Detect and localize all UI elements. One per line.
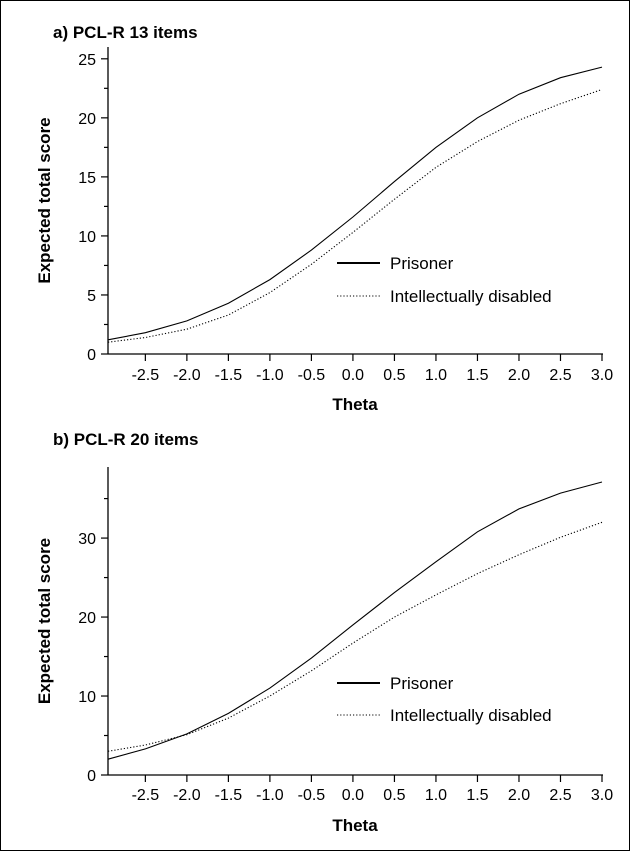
x-tick-label: 2.0 (508, 367, 530, 384)
chart-title: b) PCL-R 20 items (53, 430, 198, 449)
x-tick-label: 0.0 (342, 787, 364, 804)
x-tick-label: 0.5 (383, 367, 405, 384)
x-tick-label: 1.0 (425, 367, 447, 384)
x-tick-label: -0.5 (298, 787, 326, 804)
x-tick-label: 1.0 (425, 787, 447, 804)
x-tick-label: 3.0 (591, 787, 613, 804)
x-tick-label: 1.5 (466, 367, 488, 384)
legend: Prisoner Intellectually disabled (337, 254, 552, 306)
x-tick-label: 3.0 (591, 367, 613, 384)
x-tick-label: -1.0 (256, 367, 284, 384)
series-line-intellectually-disabled (107, 521, 603, 752)
y-tick-label: 20 (78, 111, 96, 128)
x-tick-label: -1.5 (215, 787, 243, 804)
y-tick-label: 5 (87, 288, 96, 305)
y-tick-label: 0 (87, 347, 96, 364)
x-tick-label: 2.5 (549, 787, 571, 804)
y-tick-label: 15 (78, 170, 96, 187)
x-tick-label: -1.0 (256, 787, 284, 804)
y-axis-label: Expected total score (35, 117, 54, 283)
series-line-intellectually-disabled (107, 88, 603, 343)
x-tick-label: -2.0 (173, 367, 201, 384)
y-tick-label: 30 (78, 531, 96, 548)
x-axis-label: Theta (332, 816, 378, 835)
y-tick-label: 25 (78, 52, 96, 69)
x-tick-label: -0.5 (298, 367, 326, 384)
x-tick-label: -2.0 (173, 787, 201, 804)
chart-panel-b: b) PCL-R 20 items 0 10 20 30 -2.5 -2.0 -1.5 -1.0… (35, 430, 613, 835)
x-tick-label: -1.5 (215, 367, 243, 384)
x-tick-label: -2.5 (132, 787, 160, 804)
x-tick-label: 2.5 (549, 367, 571, 384)
y-tick-label: 10 (78, 689, 96, 706)
x-tick-label: 0.0 (342, 367, 364, 384)
series-line-prisoner (107, 481, 603, 760)
x-tick-label: 0.5 (383, 787, 405, 804)
legend: Prisoner Intellectually disabled (337, 674, 552, 725)
legend-label: Prisoner (390, 674, 454, 693)
x-tick-label: -2.5 (132, 367, 160, 384)
y-tick-label: 10 (78, 229, 96, 246)
legend-label: Intellectually disabled (390, 706, 552, 725)
y-tick-label: 0 (87, 768, 96, 785)
y-tick-label: 20 (78, 610, 96, 627)
chart-title: a) PCL-R 13 items (53, 23, 198, 42)
legend-label: Prisoner (390, 254, 454, 273)
x-tick-label: 2.0 (508, 787, 530, 804)
x-tick-label: 1.5 (466, 787, 488, 804)
legend-label: Intellectually disabled (390, 287, 552, 306)
x-axis-label: Theta (332, 395, 378, 414)
y-axis-label: Expected total score (35, 538, 54, 704)
series-line-prisoner (107, 66, 603, 341)
